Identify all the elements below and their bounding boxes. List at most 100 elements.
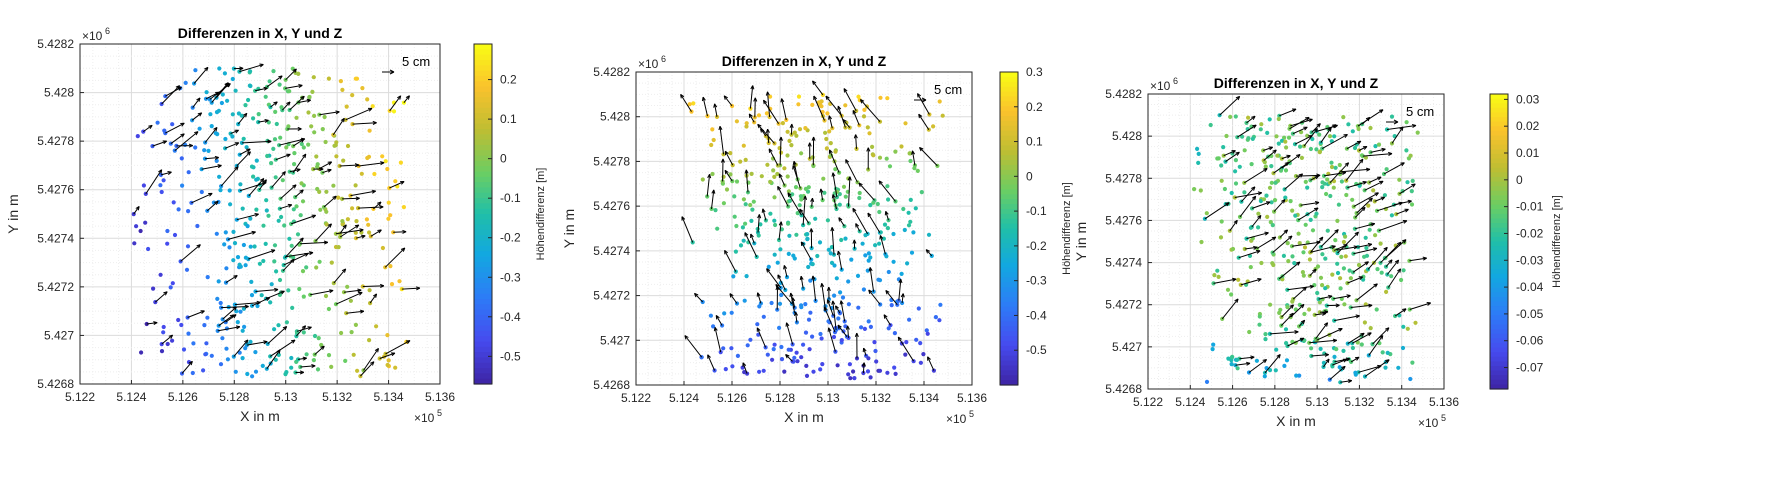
vector-head (188, 360, 193, 366)
vector-head (153, 321, 158, 326)
data-point (805, 236, 810, 241)
data-point (319, 342, 324, 348)
y-tick-label: 5.428 (600, 110, 630, 124)
vector-head (1388, 151, 1393, 156)
vector (290, 214, 316, 225)
colorbar-segment (1000, 135, 1018, 142)
data-point (859, 325, 864, 330)
vector (1279, 108, 1297, 117)
vector (802, 195, 806, 226)
vector (318, 161, 332, 170)
colorbar-segment (474, 261, 492, 268)
x-exponent-power: 5 (969, 409, 974, 419)
data-point (709, 142, 714, 148)
vector-head (1404, 208, 1409, 213)
vector-head (707, 354, 711, 359)
vector-head (884, 210, 889, 216)
colorbar-segment (1490, 365, 1508, 372)
vector-head (292, 68, 297, 73)
vector (191, 192, 213, 204)
data-point (292, 151, 297, 156)
data-point (733, 269, 738, 274)
vector (868, 289, 881, 305)
data-point (345, 284, 350, 289)
data-point (1286, 135, 1292, 140)
data-point (232, 241, 238, 246)
data-point (1330, 272, 1335, 277)
colorbar-tick-label: 0.2 (500, 73, 517, 87)
colorbar-segment (474, 336, 492, 343)
data-point (1247, 329, 1252, 335)
data-point (269, 161, 274, 166)
data-point (204, 341, 209, 346)
vector (1272, 235, 1293, 253)
data-point (388, 264, 393, 269)
colorbar-segment (1490, 103, 1508, 109)
colorbar-tick-label: -0.4 (1026, 308, 1047, 322)
data-point (1307, 257, 1312, 262)
vector (1238, 250, 1261, 259)
data-point (241, 136, 246, 141)
colorbar-segment (474, 118, 492, 125)
data-point (282, 223, 287, 228)
vector-head (357, 288, 362, 293)
vector-head (724, 250, 729, 255)
colorbar-segment (474, 320, 492, 327)
vector-head (244, 339, 249, 344)
vector-head (163, 291, 168, 296)
x-axis-label: X in m (784, 409, 824, 425)
data-point (741, 197, 747, 202)
vector-head (842, 118, 847, 124)
x-tick-label: 5.128 (765, 391, 795, 405)
vector (1385, 259, 1393, 268)
vector-head (361, 234, 366, 239)
vector-head (1347, 379, 1353, 384)
vector-head (765, 128, 770, 134)
data-point (1409, 189, 1414, 194)
data-point (1229, 292, 1234, 297)
vector-head (1345, 357, 1351, 362)
vector-head (748, 113, 753, 118)
colorbar-segment (1490, 223, 1508, 229)
data-point (1219, 163, 1224, 168)
vector (832, 172, 838, 198)
data-point (1195, 146, 1200, 151)
data-point (765, 162, 770, 167)
vector (1336, 246, 1358, 251)
data-point (764, 111, 770, 116)
data-point (855, 273, 861, 278)
vector (1361, 117, 1371, 125)
vector-head (694, 292, 699, 298)
data-point (385, 362, 390, 368)
vector-head (1303, 126, 1308, 131)
data-point (728, 151, 733, 156)
vector-head (1377, 364, 1382, 369)
vector-head (233, 275, 238, 280)
data-point (780, 121, 786, 126)
colorbar-tick-label: -0.2 (500, 231, 521, 245)
data-point (860, 241, 865, 246)
data-points (1192, 113, 1420, 385)
data-point (165, 241, 170, 246)
data-point (861, 114, 867, 119)
data-point (866, 251, 872, 256)
colorbar-segment (1000, 213, 1018, 220)
vector (1374, 196, 1385, 202)
data-point (1279, 138, 1285, 143)
vector (1244, 168, 1268, 184)
x-tick-label: 5.132 (861, 391, 891, 405)
data-point (721, 174, 726, 179)
data-point (314, 265, 319, 270)
data-point (857, 190, 862, 196)
vector-head (852, 110, 857, 115)
colorbar-segment (1490, 282, 1508, 289)
colorbar-segment (1000, 345, 1018, 352)
vector (1368, 176, 1382, 183)
vector-head (1334, 229, 1339, 234)
data-point (1282, 135, 1287, 140)
data-point (1314, 147, 1319, 152)
vector-head (1262, 359, 1268, 364)
x-tick-label: 5.124 (669, 391, 699, 405)
data-point (309, 124, 314, 129)
vector (795, 311, 798, 323)
